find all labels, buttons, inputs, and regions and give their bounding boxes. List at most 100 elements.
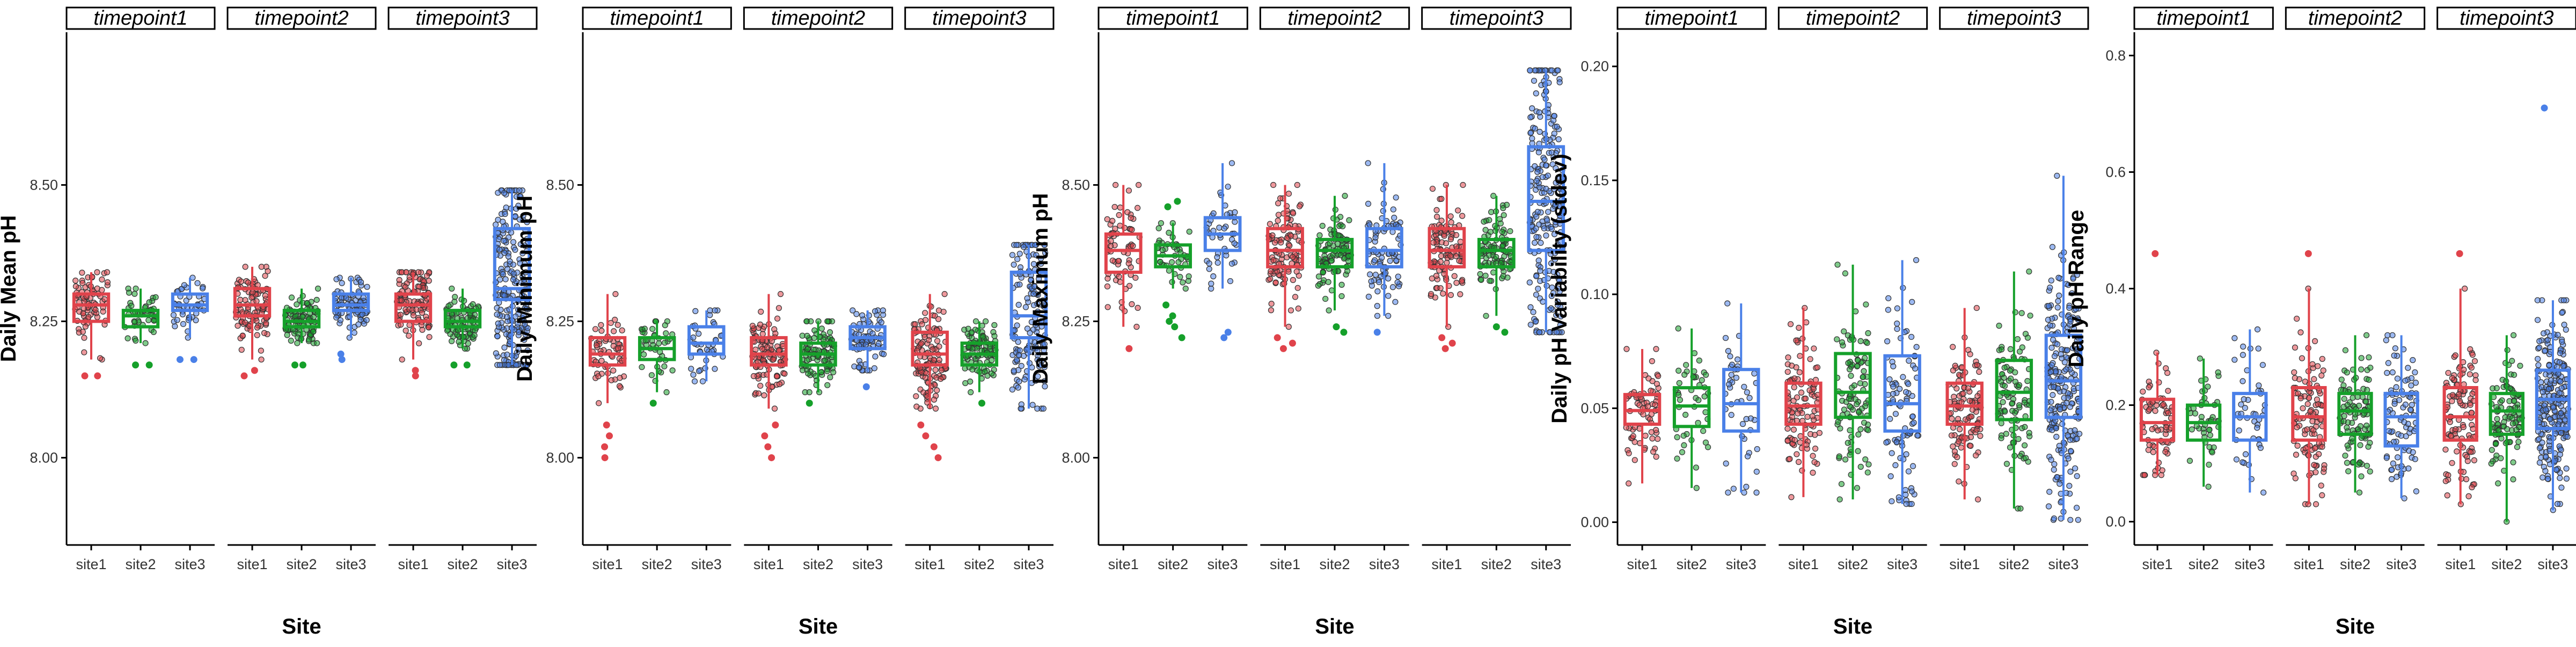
data-point (2310, 427, 2317, 433)
data-point (2241, 396, 2247, 403)
data-point (1696, 357, 1702, 364)
outlier-point (1274, 334, 1281, 341)
outlier-point (2541, 104, 2548, 112)
x-tick-label: site3 (2386, 556, 2417, 572)
data-point (662, 322, 668, 329)
data-point (2074, 505, 2080, 511)
data-point (2014, 336, 2021, 343)
data-point (1967, 351, 1973, 358)
data-point (2407, 406, 2414, 413)
data-point (775, 305, 782, 311)
data-point (1726, 381, 1732, 388)
data-point (1322, 295, 1329, 302)
data-point (1455, 207, 1461, 214)
data-point (938, 375, 944, 382)
data-point (1328, 257, 1335, 264)
data-point (941, 291, 948, 297)
data-point (1794, 417, 1800, 424)
data-point (1536, 109, 1542, 115)
data-point (1186, 228, 1192, 235)
outlier-point (1492, 323, 1500, 331)
data-point (306, 336, 312, 343)
data-point (1894, 320, 1900, 327)
data-point (641, 325, 648, 332)
data-point (1803, 441, 1810, 448)
data-point (1487, 278, 1493, 284)
data-point (2145, 447, 2151, 453)
data-point (2557, 350, 2563, 357)
data-point (2357, 423, 2363, 430)
data-point (761, 392, 767, 398)
data-point (610, 367, 617, 374)
data-point (1532, 163, 1538, 170)
data-point (2054, 304, 2061, 311)
data-point (1029, 402, 1036, 408)
data-point (99, 287, 105, 293)
data-point (2058, 346, 2065, 353)
data-point (402, 328, 409, 334)
data-point (2550, 404, 2557, 411)
data-point (1501, 212, 1507, 219)
outlier-point (930, 443, 938, 450)
data-point (1228, 160, 1235, 166)
data-point (2192, 410, 2199, 417)
data-point (1681, 442, 1687, 448)
data-point (1112, 226, 1118, 232)
data-point (878, 319, 884, 325)
data-point (2027, 312, 2033, 319)
data-point (1645, 403, 1651, 410)
outlier-point (1373, 329, 1381, 336)
data-point (1285, 191, 1292, 197)
data-point (1541, 225, 1547, 231)
data-point (2294, 442, 2301, 449)
data-point (2405, 465, 2412, 472)
data-point (2007, 367, 2014, 374)
data-point (1481, 219, 1487, 225)
x-tick-label: site3 (496, 556, 527, 572)
data-point (1894, 305, 1900, 311)
outlier-point (450, 361, 458, 369)
data-point (2540, 389, 2546, 395)
data-point (1551, 113, 1557, 119)
data-point (1368, 278, 1374, 285)
data-point (2366, 376, 2372, 383)
data-point (502, 276, 509, 282)
data-point (1863, 301, 1869, 308)
data-point (360, 294, 367, 301)
data-point (2541, 330, 2547, 337)
data-point (1206, 260, 1212, 267)
data-point (1453, 280, 1460, 286)
data-point (2468, 365, 2475, 371)
y-tick-label: 8.50 (1062, 177, 1090, 193)
data-point (1107, 243, 1114, 249)
data-point (820, 336, 826, 343)
data-point (151, 317, 157, 324)
data-point (142, 340, 149, 346)
data-point (2507, 385, 2513, 391)
data-point (1951, 461, 1958, 467)
data-point (1444, 259, 1450, 266)
facet-strip-label: timepoint3 (2460, 7, 2553, 30)
outlier-point (601, 443, 609, 450)
data-point (418, 322, 425, 329)
data-point (775, 347, 782, 353)
data-point (1969, 406, 1976, 413)
data-point (1104, 283, 1111, 290)
data-point (1011, 261, 1017, 268)
data-point (1951, 448, 1958, 455)
data-point (758, 308, 764, 315)
outlier-point (1448, 339, 1456, 347)
outlier-point (1333, 323, 1340, 331)
data-point (1009, 252, 1016, 258)
data-point (426, 334, 433, 340)
y-tick-label: 0.00 (1580, 514, 1609, 530)
data-point (1967, 434, 1974, 440)
data-point (2260, 489, 2267, 496)
data-point (2452, 352, 2458, 359)
data-point (2558, 484, 2565, 491)
data-point (2163, 424, 2169, 431)
data-point (931, 396, 938, 403)
data-point (1111, 203, 1118, 210)
data-point (250, 289, 256, 296)
data-point (1268, 268, 1274, 274)
